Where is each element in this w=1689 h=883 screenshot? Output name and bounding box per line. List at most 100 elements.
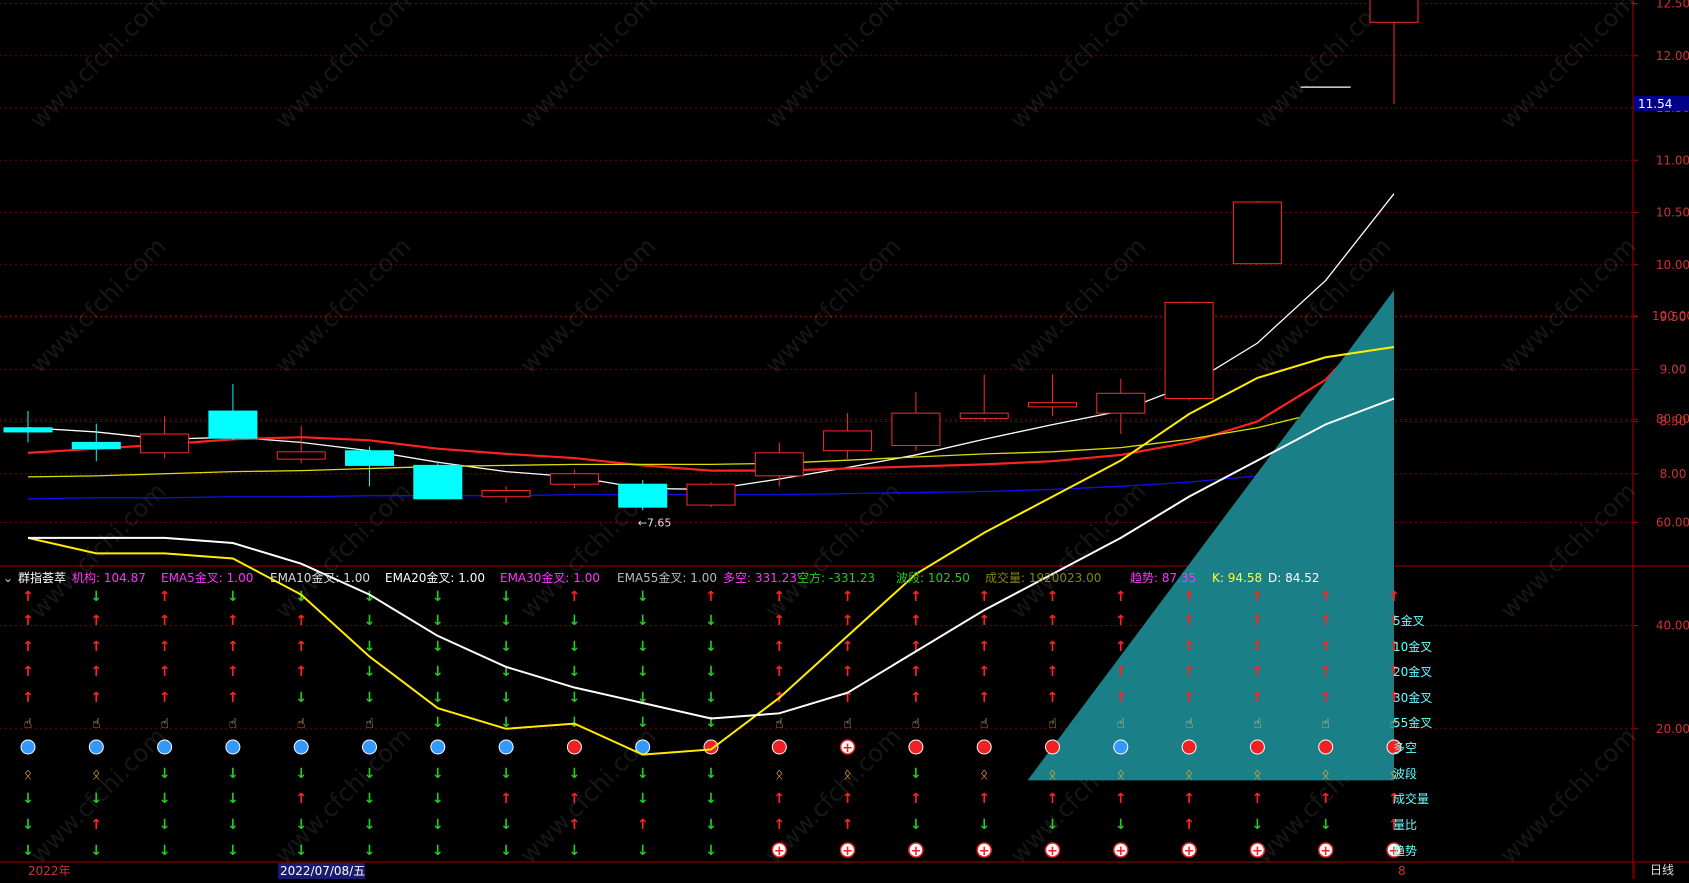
arrow-up-icon: ↑ xyxy=(500,791,512,807)
arrow-up-icon: ↑ xyxy=(90,639,102,655)
red-ball-icon xyxy=(771,739,787,755)
arrow-up-icon: ↑ xyxy=(22,690,34,706)
year-label: 2022年 xyxy=(28,864,71,878)
candle-body xyxy=(823,430,873,452)
candle-body xyxy=(71,441,121,450)
arrow-down-icon: ↓ xyxy=(705,715,717,731)
plus-circle-icon xyxy=(839,842,856,858)
arrow-down-icon: ↓ xyxy=(500,664,512,680)
indicator-item: 多空: 331.23 xyxy=(723,568,797,588)
arrow-down-icon: ↓ xyxy=(364,843,376,859)
arrow-up-icon: ↑ xyxy=(227,639,239,655)
arrow-up-icon: ↑ xyxy=(159,664,171,680)
blue-ball-icon xyxy=(430,739,446,755)
arrow-up-icon: ↑ xyxy=(227,613,239,629)
arrow-up-icon: ↑ xyxy=(978,664,990,680)
indicator-item: D: 84.52 xyxy=(1268,568,1319,588)
arrow-up-icon: ↑ xyxy=(910,690,922,706)
arrow-up-icon: ↑ xyxy=(1388,613,1400,629)
arrow-down-icon: ↓ xyxy=(90,589,102,605)
arrow-down-icon: ↓ xyxy=(705,843,717,859)
arrow-down-icon: ↓ xyxy=(159,791,171,807)
indicator-name[interactable]: 群指荟萃 xyxy=(18,571,67,585)
arrow-down-icon: ↓ xyxy=(432,613,444,629)
arrow-up-icon: ↑ xyxy=(637,817,649,833)
candle-body xyxy=(276,451,326,460)
indicator-item-value: 102.50 xyxy=(924,571,970,585)
arrow-up-icon: ↑ xyxy=(1320,664,1332,680)
arrow-up-icon: ↑ xyxy=(22,639,34,655)
arrow-up-icon: ↑ xyxy=(978,690,990,706)
hand-icon: ☝ xyxy=(297,716,306,732)
sub-line-0 xyxy=(27,345,1395,756)
indicator-item: 空方: -331.23 xyxy=(797,568,875,588)
indicator-item-label: 机构: xyxy=(72,571,101,585)
candle-body xyxy=(140,433,190,454)
candle-body xyxy=(3,427,53,433)
arrow-down-icon: ↓ xyxy=(22,791,34,807)
arrow-up-icon: ↑ xyxy=(1047,690,1059,706)
arrow-down-icon: ↓ xyxy=(637,791,649,807)
arrow-down-icon: ↓ xyxy=(227,843,239,859)
running-man-icon: ᛟ xyxy=(1321,767,1329,783)
hand-icon: ☝ xyxy=(1185,716,1194,732)
sub-line-1 xyxy=(28,397,1395,720)
arrow-down-icon: ↓ xyxy=(432,843,444,859)
indicator-item-label: 多空: xyxy=(723,571,752,585)
arrow-down-icon: ↓ xyxy=(159,766,171,782)
arrow-down-icon: ↓ xyxy=(1115,817,1127,833)
arrow-up-icon: ↑ xyxy=(159,589,171,605)
arrow-up-icon: ↑ xyxy=(1047,791,1059,807)
arrow-down-icon: ↓ xyxy=(364,589,376,605)
indicator-item: EMA30金叉: 1.00 xyxy=(500,568,600,588)
arrow-down-icon: ↓ xyxy=(364,639,376,655)
arrow-down-icon: ↓ xyxy=(432,715,444,731)
candle-body xyxy=(549,473,599,485)
running-man-icon: ᛟ xyxy=(980,767,988,783)
arrow-up-icon: ↑ xyxy=(773,664,785,680)
y-tick-label: 11.00 xyxy=(1656,153,1689,167)
arrow-down-icon: ↓ xyxy=(500,817,512,833)
low-annotation: ←7.65 xyxy=(638,516,672,529)
arrow-up-icon: ↑ xyxy=(1115,664,1127,680)
plus-circle-icon xyxy=(1113,842,1129,858)
plus-icon: + xyxy=(1047,844,1058,859)
indicator-item-value: 331.23 xyxy=(751,571,797,585)
indicator-header: ⌄ 群指荟萃 机构: 104.87 EMA5金叉: 1.00 EMA10金叉: 1.… xyxy=(0,568,1633,588)
plus-icon: + xyxy=(1389,844,1400,859)
y-tick-label: 10.50 xyxy=(1656,206,1689,220)
red-ball-icon xyxy=(1318,739,1334,755)
arrow-up-icon: ↑ xyxy=(1388,589,1400,605)
red-ball-icon xyxy=(908,739,924,755)
arrow-up-icon: ↑ xyxy=(295,639,307,655)
arrow-down-icon: ↓ xyxy=(705,766,717,782)
candle-body xyxy=(413,464,463,500)
arrow-down-icon: ↓ xyxy=(569,690,581,706)
date-label-bg xyxy=(278,863,365,879)
arrow-up-icon: ↑ xyxy=(1252,690,1264,706)
indicator-item-value: 1.00 xyxy=(569,571,601,585)
arrow-up-icon: ↑ xyxy=(773,613,785,629)
blue-ball-icon xyxy=(157,739,173,755)
arrow-down-icon: ↓ xyxy=(432,664,444,680)
arrow-down-icon: ↓ xyxy=(910,817,922,833)
arrow-up-icon: ↑ xyxy=(1252,589,1264,605)
arrow-down-icon: ↓ xyxy=(1047,817,1059,833)
arrow-down-icon: ↓ xyxy=(364,791,376,807)
arrow-up-icon: ↑ xyxy=(1252,613,1264,629)
indicator-menu-icon[interactable]: ⌄ xyxy=(3,571,14,585)
hand-icon: ☝ xyxy=(1253,716,1262,732)
indicator-item: 波段: 102.50 xyxy=(896,568,970,588)
arrow-up-icon: ↑ xyxy=(1320,639,1332,655)
arrow-down-icon: ↓ xyxy=(295,690,307,706)
indicator-item-value: 104.87 xyxy=(100,571,146,585)
period-label[interactable]: 日线 xyxy=(1634,862,1689,879)
arrow-up-icon: ↑ xyxy=(910,664,922,680)
blue-ball-icon xyxy=(20,739,36,755)
arrow-down-icon: ↓ xyxy=(364,690,376,706)
hand-icon: ☝ xyxy=(1048,716,1057,732)
indicator-item-label: 成交量: xyxy=(985,571,1026,585)
signal-row-label: 5金叉 xyxy=(1393,613,1425,628)
